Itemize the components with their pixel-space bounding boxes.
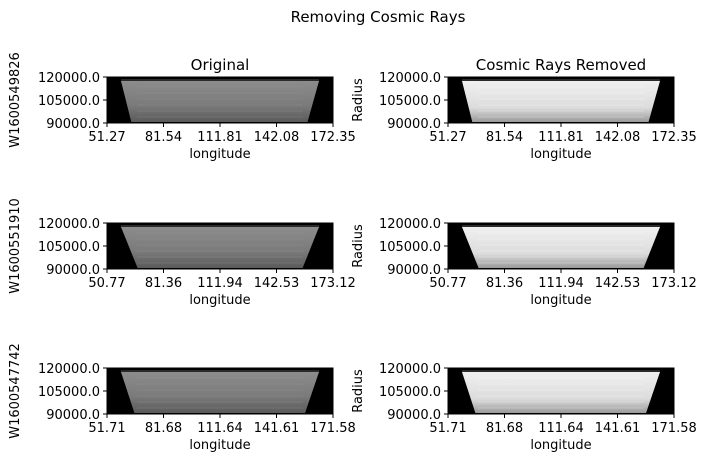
x-tick-label: 111.81: [197, 130, 243, 145]
y-tick-label: 105000.0: [379, 240, 441, 255]
y-tick-label: 120000.0: [38, 217, 100, 232]
image-band: [121, 370, 319, 373]
image-ring-region: [121, 227, 319, 268]
x-tick-label: 111.64: [197, 421, 243, 436]
y-tick-label: 105000.0: [38, 94, 100, 109]
x-tick-label: 81.36: [145, 276, 182, 291]
x-tick-label: 171.58: [310, 421, 356, 436]
x-tick-label: 141.61: [595, 421, 641, 436]
image-band: [121, 79, 319, 82]
y-tick-label: 120000.0: [379, 217, 441, 232]
y-tick-label: 120000.0: [379, 362, 441, 377]
panel-r2-c1: 51.71 81.68 111.64 141.61 171.58 90000.0 10500…: [351, 362, 697, 453]
image-band: [462, 79, 660, 82]
y-axis-label: Radius: [351, 224, 366, 268]
x-tick-label: 50.77: [429, 276, 466, 291]
x-tick-label: 51.71: [429, 421, 466, 436]
y-tick-label: 90000.0: [387, 408, 441, 423]
x-tick-label: 51.27: [88, 130, 125, 145]
y-tick-label: 105000.0: [38, 385, 100, 400]
x-tick-label: 81.36: [486, 276, 523, 291]
x-axis-label: longitude: [530, 147, 591, 162]
panel-r1-c1: 50.77 81.36 111.94 142.53 173.12 90000.0 10500…: [351, 217, 697, 308]
x-tick-label: 142.53: [254, 276, 300, 291]
x-tick-label: 173.12: [651, 276, 697, 291]
panel-title: Cosmic Rays Removed: [476, 56, 646, 74]
image-ring-region: [462, 372, 660, 413]
y-tick-label: 105000.0: [38, 240, 100, 255]
y-axis-label: Radius: [351, 78, 366, 122]
panel-r0-c0: 51.27 81.54 111.81 142.08 172.35 90000.0 10500…: [8, 52, 356, 162]
x-axis-label: longitude: [530, 438, 591, 453]
x-axis-label: longitude: [530, 293, 591, 308]
image-band: [462, 225, 660, 228]
x-axis-label: longitude: [189, 438, 250, 453]
y-tick-label: 90000.0: [387, 117, 441, 132]
x-tick-label: 172.35: [651, 130, 697, 145]
image-ring-region: [462, 227, 660, 268]
x-tick-label: 81.54: [486, 130, 523, 145]
x-tick-label: 111.94: [197, 276, 243, 291]
x-tick-label: 111.94: [538, 276, 584, 291]
x-tick-label: 142.08: [595, 130, 641, 145]
panel-r0-c1: 51.27 81.54 111.81 142.08 172.35 90000.0 10500…: [351, 56, 697, 162]
y-tick-label: 105000.0: [379, 94, 441, 109]
y-tick-label: 90000.0: [46, 408, 100, 423]
x-tick-label: 51.71: [88, 421, 125, 436]
image-band: [462, 370, 660, 373]
x-tick-label: 142.53: [595, 276, 641, 291]
y-tick-label: 120000.0: [379, 71, 441, 86]
image-ring-region: [121, 372, 319, 413]
image-ring-region: [462, 81, 660, 122]
x-axis-label: longitude: [189, 293, 250, 308]
panel-r2-c0: 51.71 81.68 111.64 141.61 171.58 90000.0 10500…: [8, 343, 356, 453]
y-axis-label: W1600551910: [8, 198, 23, 294]
x-tick-label: 50.77: [88, 276, 125, 291]
x-tick-label: 173.12: [310, 276, 356, 291]
x-tick-label: 142.08: [254, 130, 300, 145]
y-axis-label: Radius: [351, 369, 366, 413]
y-axis-label: W1600549826: [8, 52, 23, 148]
image-band: [121, 225, 319, 228]
x-tick-label: 81.68: [145, 421, 182, 436]
x-tick-label: 171.58: [651, 421, 697, 436]
y-tick-label: 90000.0: [387, 263, 441, 278]
y-axis-label: W1600547742: [8, 343, 23, 439]
y-tick-label: 90000.0: [46, 263, 100, 278]
image-ring-region: [121, 81, 319, 122]
panel-title: Original: [191, 56, 250, 74]
y-tick-label: 120000.0: [38, 71, 100, 86]
y-tick-label: 90000.0: [46, 117, 100, 132]
x-tick-label: 111.64: [538, 421, 584, 436]
x-tick-label: 81.68: [486, 421, 523, 436]
y-tick-label: 120000.0: [38, 362, 100, 377]
x-tick-label: 141.61: [254, 421, 300, 436]
x-tick-label: 81.54: [145, 130, 182, 145]
x-tick-label: 172.35: [310, 130, 356, 145]
figure-suptitle: Removing Cosmic Rays: [291, 8, 466, 26]
x-axis-label: longitude: [189, 147, 250, 162]
panel-r1-c0: 50.77 81.36 111.94 142.53 173.12 90000.0 10500…: [8, 198, 356, 308]
x-tick-label: 111.81: [538, 130, 584, 145]
x-tick-label: 51.27: [429, 130, 466, 145]
panels: 51.27 81.54 111.81 142.08 172.35 90000.0 10500…: [8, 52, 697, 453]
y-tick-label: 105000.0: [379, 385, 441, 400]
